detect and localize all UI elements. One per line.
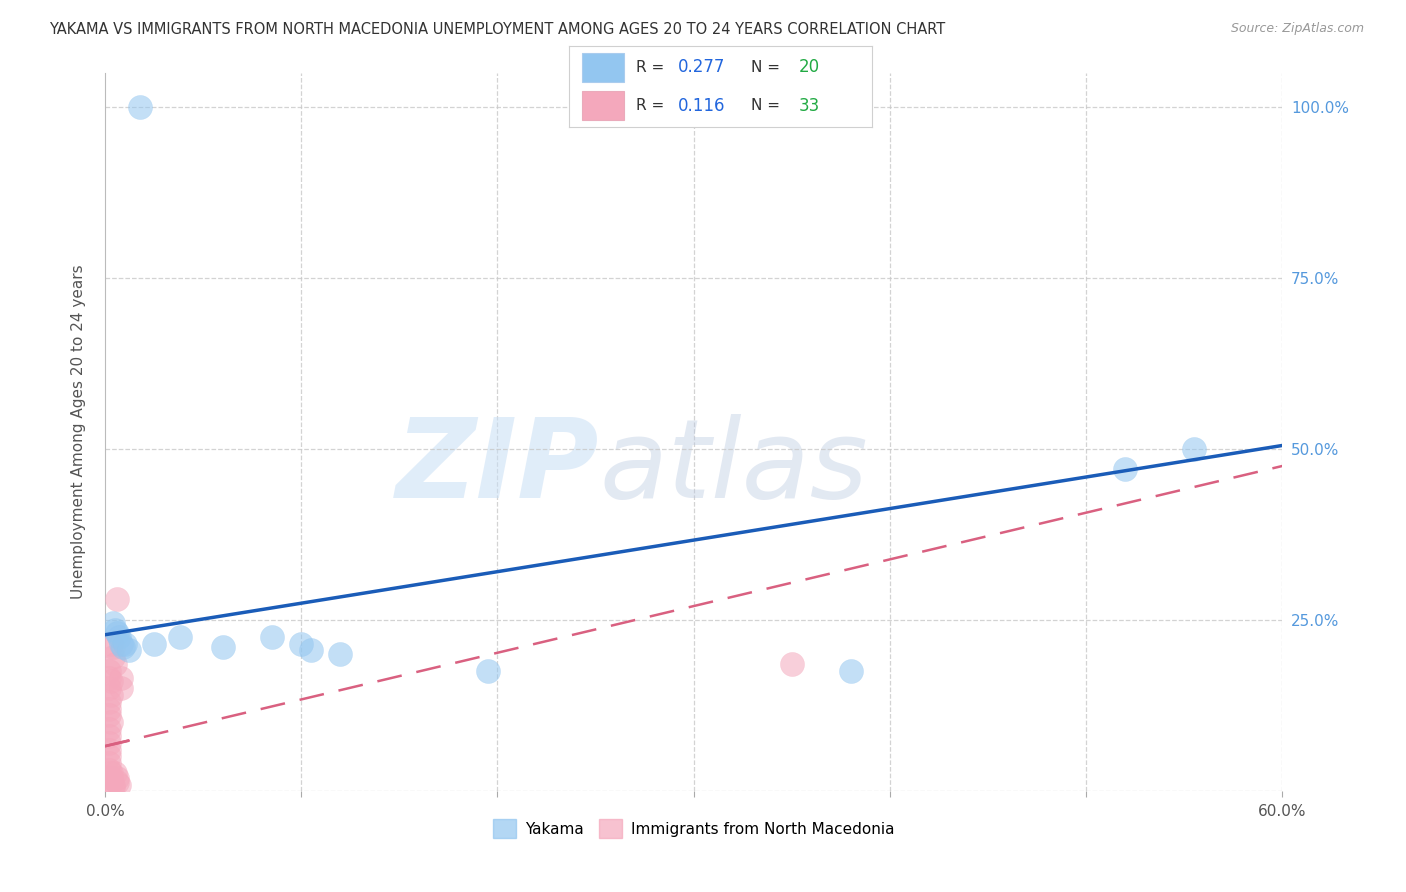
Bar — [582, 91, 624, 120]
Text: atlas: atlas — [599, 414, 868, 521]
Legend: Yakama, Immigrants from North Macedonia: Yakama, Immigrants from North Macedonia — [486, 814, 901, 844]
Point — [97, 736, 120, 750]
Point — [117, 643, 139, 657]
Text: N =: N = — [751, 60, 785, 75]
Point — [97, 729, 120, 743]
Point — [114, 637, 136, 651]
Point — [105, 772, 128, 786]
Point — [100, 674, 122, 689]
Point — [105, 592, 128, 607]
Point — [97, 763, 120, 777]
Text: R =: R = — [636, 98, 669, 113]
Point — [839, 664, 862, 678]
Point — [299, 643, 322, 657]
Point — [100, 772, 122, 786]
Point — [100, 715, 122, 730]
Point — [105, 775, 128, 789]
Point — [290, 637, 312, 651]
Point — [101, 650, 124, 665]
Point — [97, 671, 120, 685]
Point — [110, 637, 132, 651]
Text: R =: R = — [636, 60, 669, 75]
Text: YAKAMA VS IMMIGRANTS FROM NORTH MACEDONIA UNEMPLOYMENT AMONG AGES 20 TO 24 YEARS: YAKAMA VS IMMIGRANTS FROM NORTH MACEDONI… — [49, 22, 945, 37]
Point — [101, 780, 124, 794]
Point — [100, 637, 122, 651]
Point — [107, 630, 129, 644]
Text: ZIP: ZIP — [396, 414, 599, 521]
Text: N =: N = — [751, 98, 785, 113]
Point — [97, 756, 120, 771]
Point — [101, 778, 124, 792]
Point — [111, 640, 134, 654]
Point — [211, 640, 233, 654]
Point — [101, 640, 124, 654]
Point — [1114, 462, 1136, 476]
Point — [97, 742, 120, 756]
Point — [104, 623, 127, 637]
Point — [104, 657, 127, 672]
Point — [105, 626, 128, 640]
Point — [97, 722, 120, 736]
Point — [107, 778, 129, 792]
Point — [104, 766, 127, 780]
Text: 20: 20 — [799, 58, 820, 76]
Point — [780, 657, 803, 672]
Point — [1182, 442, 1205, 456]
Point — [97, 695, 120, 709]
Point — [97, 701, 120, 715]
Text: 0.277: 0.277 — [678, 58, 725, 76]
Text: 33: 33 — [799, 97, 821, 115]
Point — [260, 630, 283, 644]
Point — [110, 671, 132, 685]
Point — [100, 775, 122, 789]
Point — [329, 647, 352, 661]
Point — [97, 708, 120, 723]
Point — [143, 637, 166, 651]
Bar — [582, 53, 624, 82]
Point — [110, 681, 132, 695]
Point — [100, 688, 122, 702]
Point — [129, 100, 152, 114]
Point — [97, 749, 120, 764]
Point — [101, 616, 124, 631]
Point — [477, 664, 499, 678]
Point — [169, 630, 191, 644]
Y-axis label: Unemployment Among Ages 20 to 24 years: Unemployment Among Ages 20 to 24 years — [72, 264, 86, 599]
Point — [97, 681, 120, 695]
Text: 0.116: 0.116 — [678, 97, 725, 115]
Text: Source: ZipAtlas.com: Source: ZipAtlas.com — [1230, 22, 1364, 36]
Point — [97, 664, 120, 678]
Point — [100, 766, 122, 780]
